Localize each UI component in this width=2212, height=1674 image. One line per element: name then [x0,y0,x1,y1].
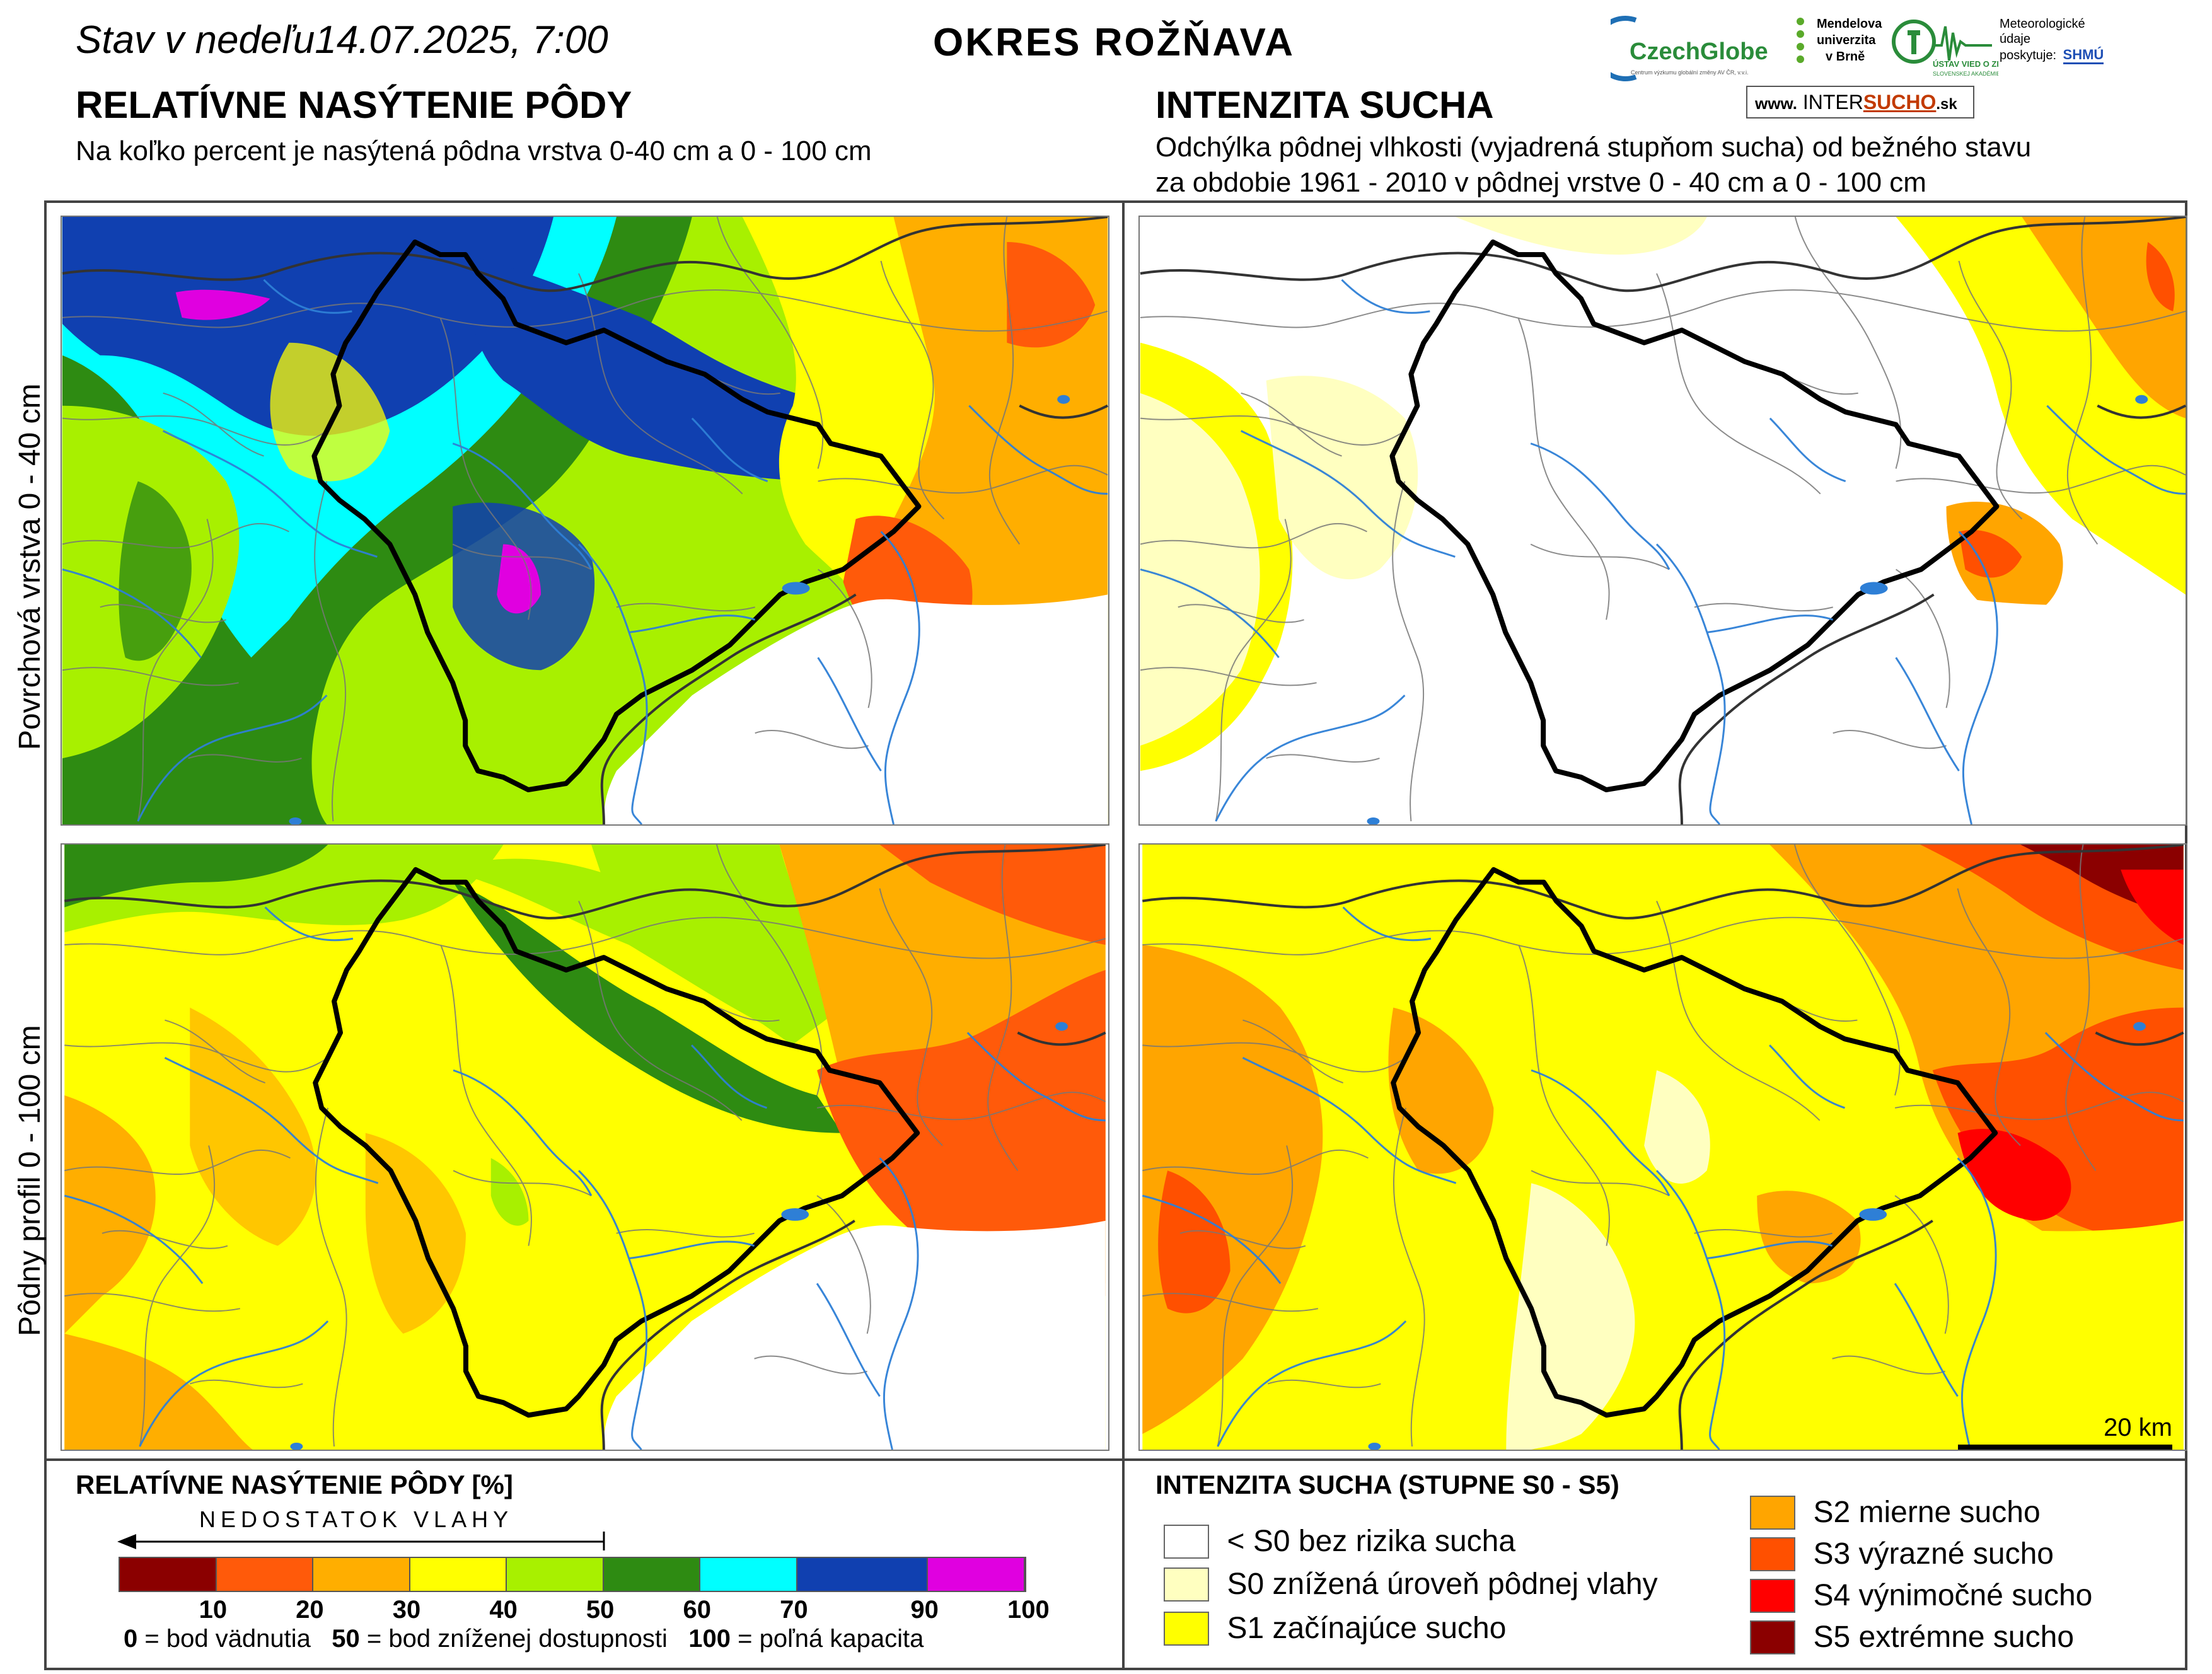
intersucho-prefix: www. [1755,94,1797,113]
legend-divider [44,1458,2187,1461]
map-drought-topsoil [1138,216,2187,826]
row-label-top: Povrchová vrstva 0 - 40 cm [13,383,47,750]
drought-label: S2 mierne sucho [1813,1496,2041,1529]
meteo-line3: poskytuje: [2000,49,2057,62]
drought-swatch [1750,1495,1795,1530]
mendelu-logo: Mendelova univerzita v Brně [1795,14,1890,77]
colorbar-tick-label: 10 [199,1596,228,1624]
saturation-ticks: 10 20 30 40 50 60 70 90 100 [119,1593,1050,1625]
colorbar-tick-label: 50 [586,1596,615,1624]
note-100-value: 100 [688,1625,731,1653]
left-section-title: RELATÍVNE NASÝTENIE PÔDY [76,84,632,126]
moisture-deficit-arrow: NEDOSTATOK VLAHY [117,1506,605,1550]
ustav-sub: SLOVENSKEJ AKADÉMIE VIED [1933,71,1998,77]
date-line: Stav v nedeľu14.07.2025, 7:00 [76,18,608,62]
ustav-name: ÚSTAV VIED O ZEMI [1933,59,1998,69]
drought-label: S3 výrazné sucho [1813,1537,2054,1571]
scale-bar-label: 20 km [2104,1414,2172,1441]
colorbar-cell [700,1558,798,1591]
scale-bar: 20 km [1958,1412,2172,1450]
drought-legend-item: S0 znížená úroveň pôdnej vlahy [1164,1567,1658,1602]
mendel-line3: v Brně [1826,50,1865,64]
drought-label: S4 výnimočné sucho [1813,1579,2093,1612]
intersucho-b: SUCHO [1863,91,1937,113]
colorbar-tick-label: 60 [683,1596,711,1624]
drought-swatch [1750,1620,1795,1654]
legend-saturation-title: RELATÍVNE NASÝTENIE PÔDY [%] [76,1470,513,1499]
right-section-subtitle-1: Odchýlka pôdnej vlhkosti (vyjadrená stup… [1155,132,2032,163]
colorbar-cell [797,1558,929,1591]
colorbar-cell [507,1558,604,1591]
czechglobe-logo: CzechGlobe Centrum výzkumu globální změn… [1592,14,1793,83]
district-title: OKRES ROŽŇAVA [933,21,1295,64]
colorbar-cell [603,1558,701,1591]
intersucho-a: INTER [1802,91,1863,113]
saturation-colorbar [119,1557,1026,1592]
colorbar-cell [120,1558,217,1591]
czechglobe-sub: Centrum výzkumu globální změny AV ČR, v.… [1631,69,1749,76]
intersucho-logo: www. INTERSUCHO.sk [1746,86,1974,118]
drought-swatch [1750,1578,1795,1613]
left-section-subtitle: Na koľko percent je nasýtená pôdna vrstv… [76,136,872,166]
note-100-text: = poľná kapacita [730,1625,924,1653]
column-divider [1122,200,1125,1670]
drought-legend-item: < S0 bez rizika sucha [1164,1524,1515,1559]
czechglobe-name: CzechGlobe [1630,38,1768,65]
colorbar-cell [410,1558,507,1591]
mendel-line2: univerzita [1817,33,1876,47]
colorbar-cell [313,1558,410,1591]
note-50-value: 50 [332,1625,360,1653]
note-0-text: = bod vädnutia [137,1625,311,1653]
mendel-line1: Mendelova [1817,17,1882,31]
drought-label: S0 znížená úroveň pôdnej vlahy [1227,1567,1658,1601]
drought-legend-item: S4 výnimočné sucho [1750,1578,2092,1613]
drought-legend-item: S5 extrémne sucho [1750,1620,2074,1654]
note-0-value: 0 [124,1625,138,1653]
map-saturation-profile [61,843,1109,1451]
drought-swatch [1164,1567,1209,1602]
colorbar-tick-label: 30 [392,1596,421,1624]
meteo-credit: Meteorologické údaje poskytuje: SHMÚ [2000,16,2126,79]
moisture-deficit-label: NEDOSTATOK VLAHY [199,1506,514,1532]
drought-label: S1 začínajúce sucho [1227,1612,1507,1645]
colorbar-cell [216,1558,314,1591]
saturation-notes: 0 = bod vädnutia 50 = bod zníženej dostu… [124,1625,924,1653]
drought-legend-item: S3 výrazné sucho [1750,1537,2054,1571]
meteo-line2: údaje [2000,32,2030,46]
drought-label: S5 extrémne sucho [1813,1620,2075,1654]
drought-label: < S0 bez rizika sucha [1227,1525,1516,1558]
note-50-text: = bod zníženej dostupnosti [359,1625,668,1653]
row-label-bottom: Pôdny profil 0 - 100 cm [13,1025,47,1336]
legend-drought-title: INTENZITA SUCHA (STUPNE S0 - S5) [1155,1470,1619,1499]
colorbar-tick-label: 40 [489,1596,518,1624]
right-section-title: INTENZITA SUCHA [1155,84,1494,126]
colorbar-tick-label: 90 [910,1596,939,1624]
colorbar-tick-label: 20 [296,1596,324,1624]
drought-legend-item: S2 mierne sucho [1750,1495,2041,1530]
colorbar-tick-label: 100 [1007,1596,1050,1624]
drought-legend-item: S1 začínajúce sucho [1164,1611,1506,1646]
map-saturation-topsoil [61,216,1109,826]
intersucho-c: .sk [1936,96,1957,113]
drought-swatch [1750,1537,1795,1571]
colorbar-tick-label: 70 [780,1596,808,1624]
meteo-line1: Meteorologické [2000,17,2085,31]
shmu-logo: SHMÚ [2063,47,2104,64]
colorbar-cell [928,1558,1025,1591]
map-drought-profile [1138,843,2187,1451]
drought-swatch [1164,1524,1209,1559]
ustav-logo: ÚSTAV VIED O ZEMI SLOVENSKEJ AKADÉMIE VI… [1891,14,2016,77]
right-section-subtitle-2: za obdobie 1961 - 2010 v pôdnej vrstve 0… [1155,167,1926,198]
drought-swatch [1164,1611,1209,1646]
